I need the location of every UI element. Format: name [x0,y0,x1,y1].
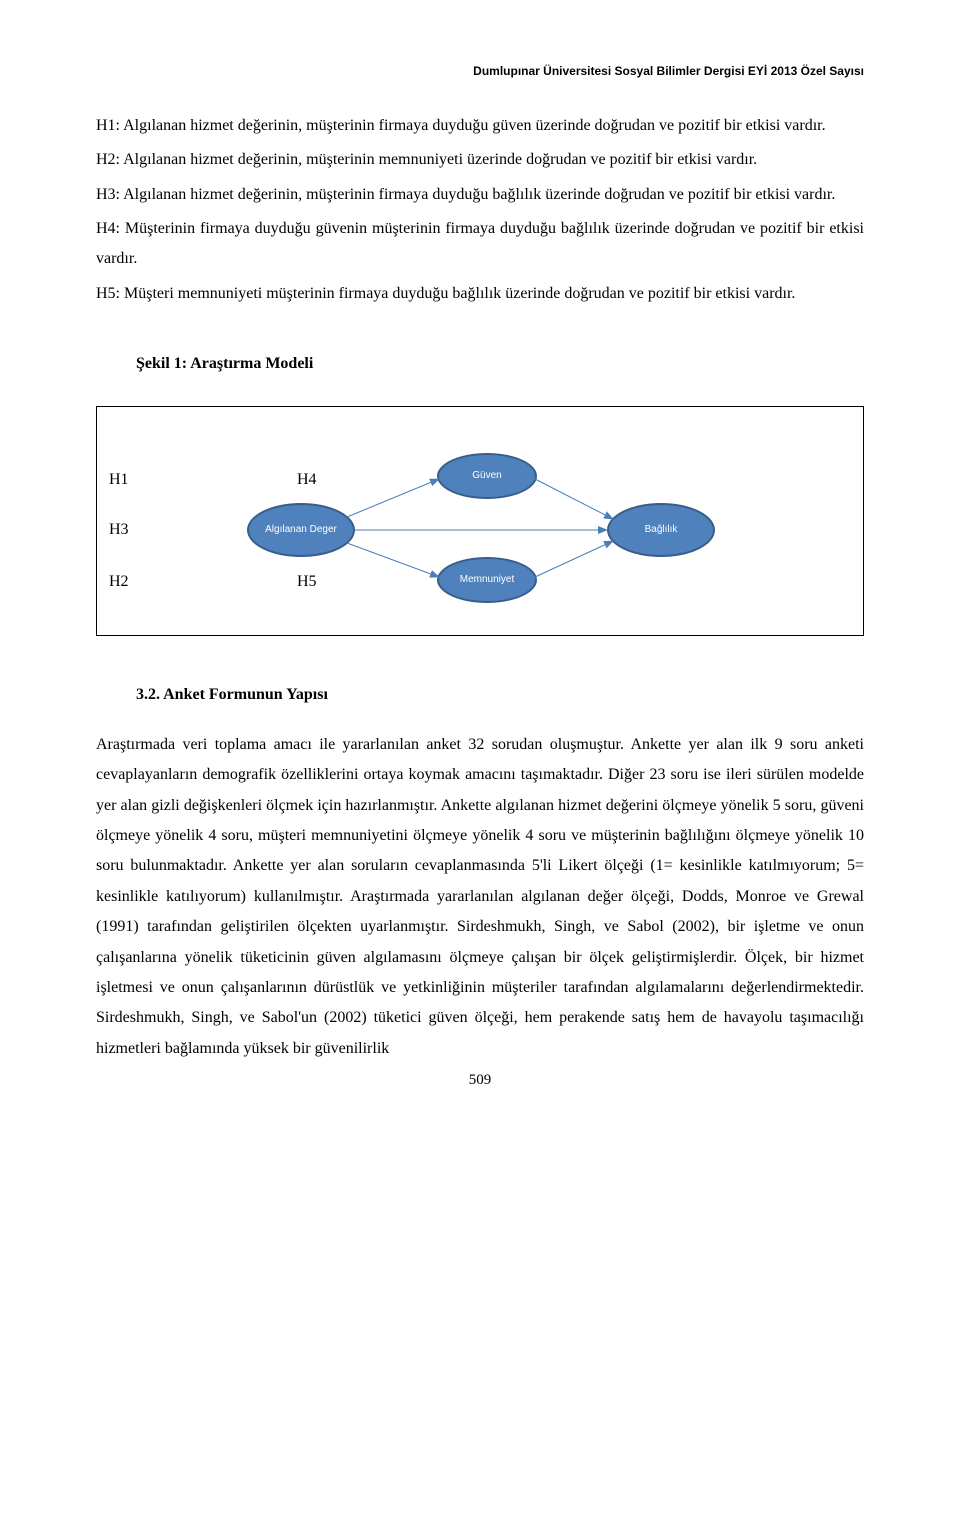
label-h3: H3 [109,515,129,545]
node-label: Memnuniyet [460,574,514,585]
section-title: 3.2. Anket Formunun Yapısı [136,680,864,710]
hypothesis-h5: H5: Müşteri memnuniyeti müşterinin firma… [96,279,864,309]
label-h4: H4 [297,465,317,495]
research-model-figure: H1 H3 H2 H4 H5 Algılanan Deger Güven Mem… [96,406,864,636]
node-memnuniyet: Memnuniyet [437,557,537,603]
label-h5: H5 [297,567,317,597]
node-label: Bağlılık [645,520,678,539]
label-h2: H2 [109,567,129,597]
hypothesis-h2: H2: Algılanan hizmet değerinin, müşterin… [96,145,864,175]
hypothesis-h4: H4: Müşterinin firmaya duyduğu güvenin m… [96,214,864,275]
node-label: Güven [472,466,501,485]
node-guven: Güven [437,453,537,499]
page-number: 509 [96,1066,864,1095]
hypothesis-h1: H1: Algılanan hizmet değerinin, müşterin… [96,111,864,141]
body-paragraph: Araştırmada veri toplama amacı ile yarar… [96,730,864,1064]
hypothesis-h3: H3: Algılanan hizmet değerinin, müşterin… [96,180,864,210]
node-baglilik: Bağlılık [607,503,715,557]
label-h1: H1 [109,465,129,495]
figure-title: Şekil 1: Araştırma Modeli [136,349,864,379]
node-label: Algılanan Deger [265,524,337,536]
journal-header: Dumlupınar Üniversitesi Sosyal Bilimler … [96,60,864,83]
node-algilanan-deger: Algılanan Deger [247,503,355,557]
